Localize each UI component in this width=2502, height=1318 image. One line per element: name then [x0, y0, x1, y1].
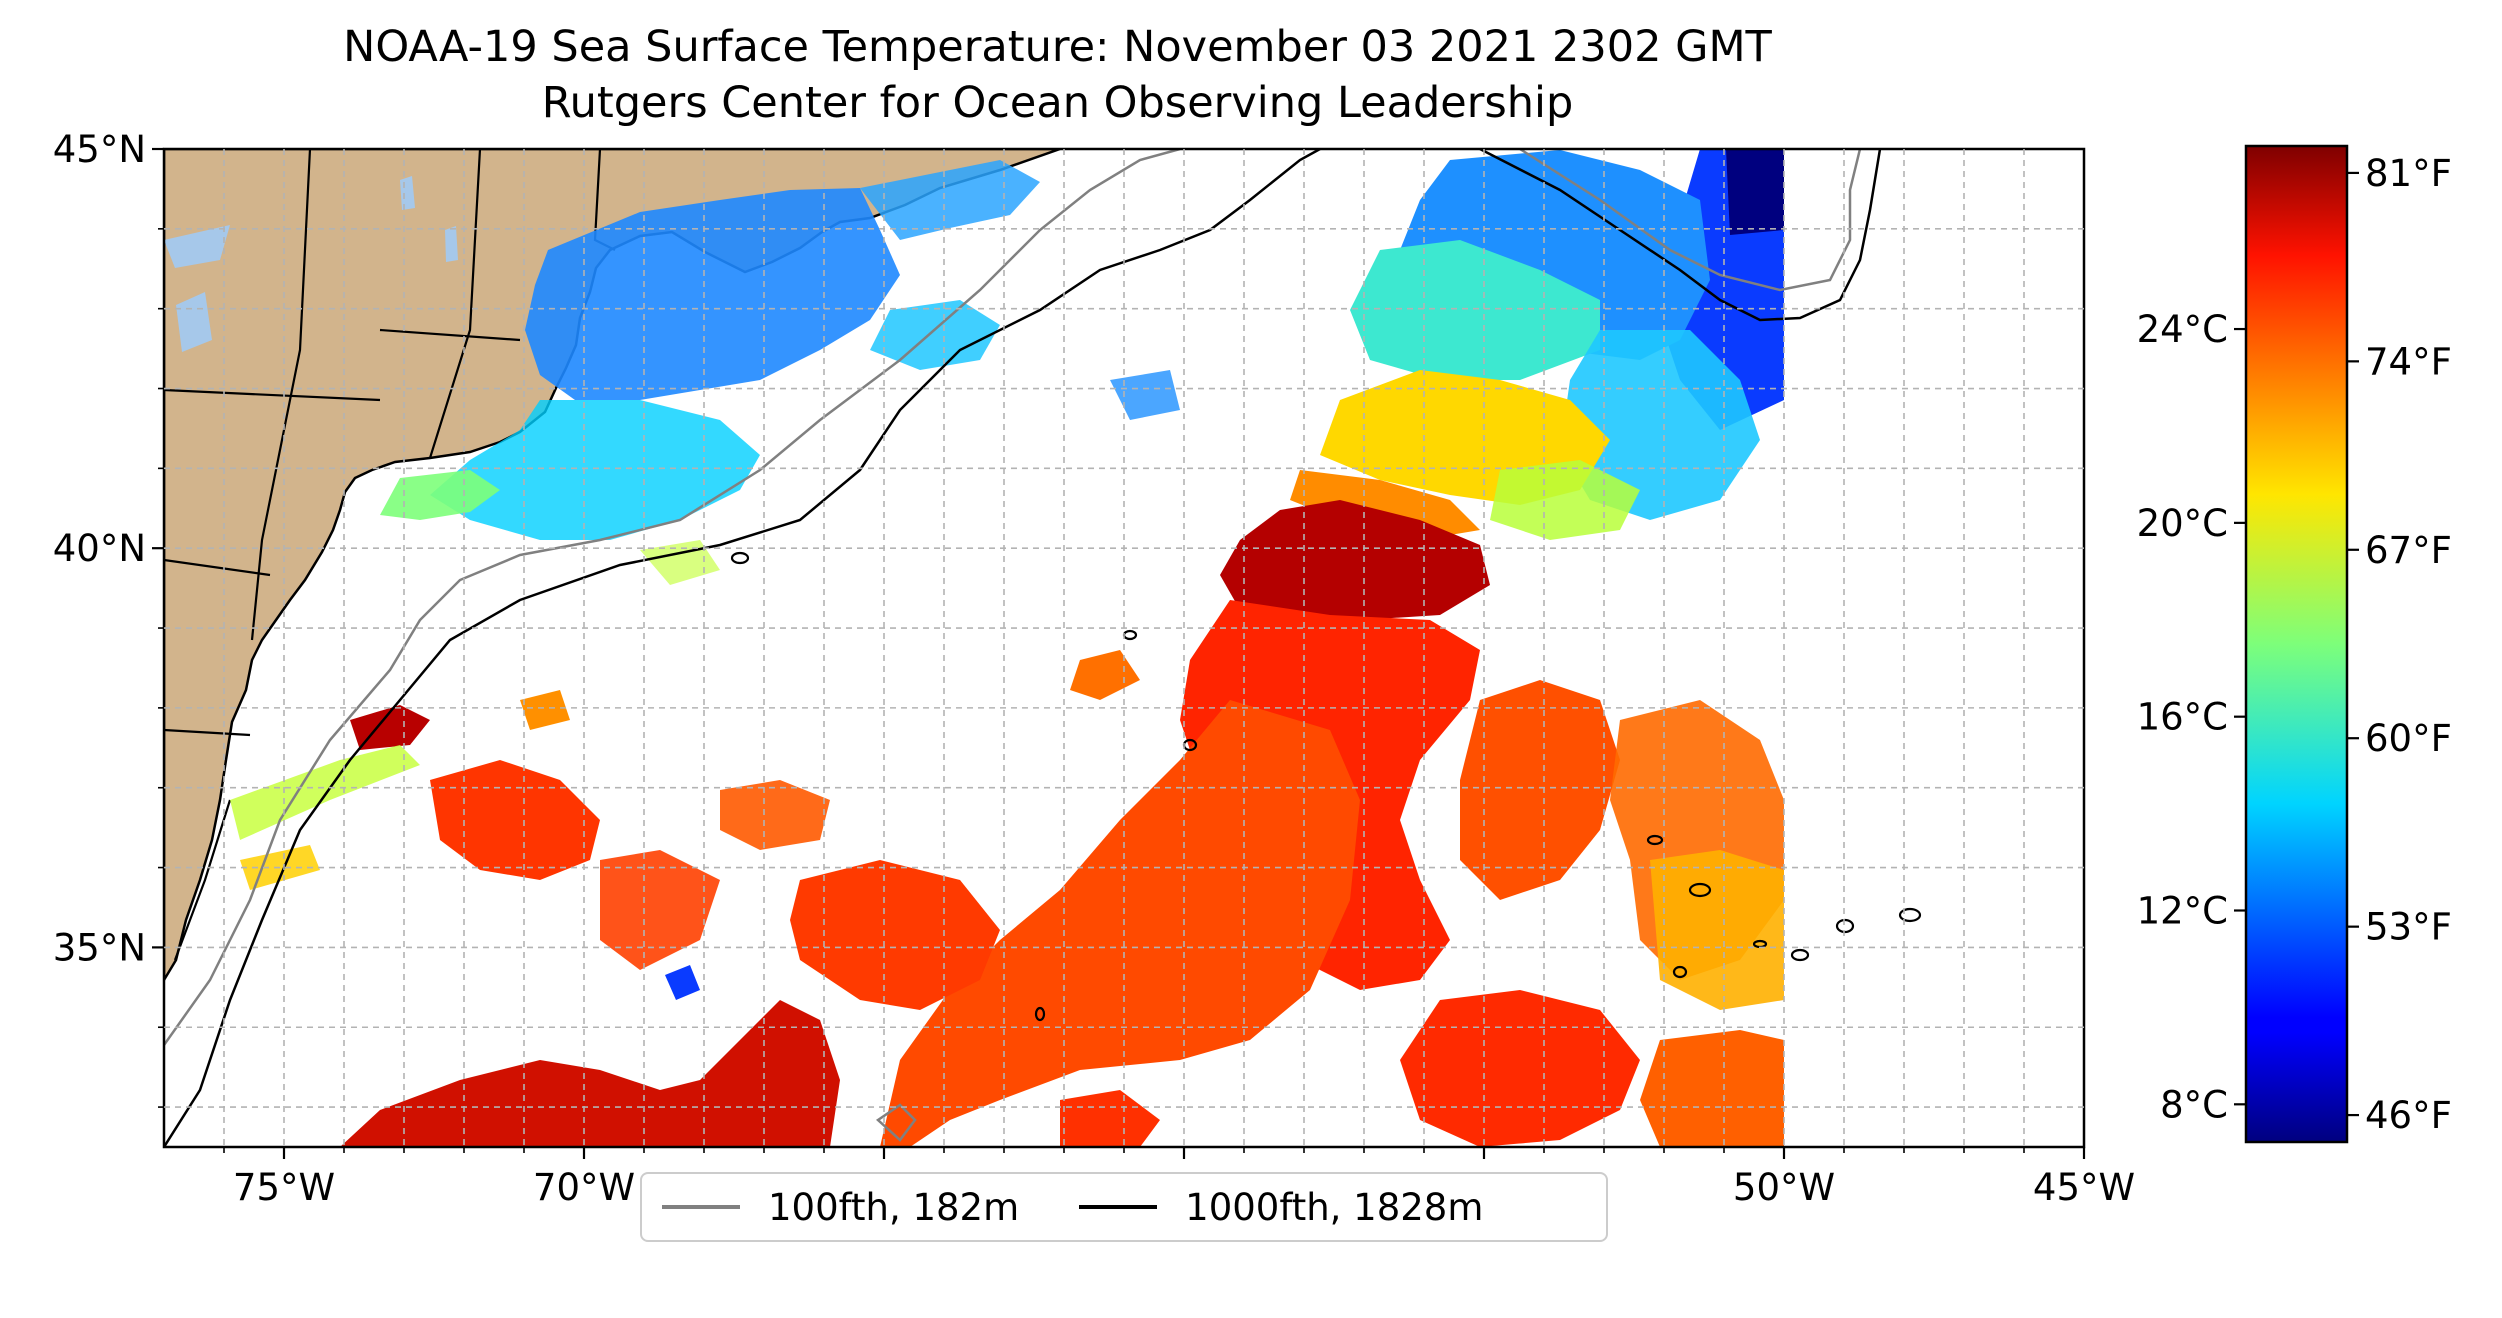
legend-label: 1000fth, 1828m: [1185, 1185, 1484, 1229]
isobath-1000fth: [164, 149, 1321, 1147]
latitude-axis: 45°N 40°N 35°N: [53, 128, 164, 1108]
gridlines: [164, 149, 2084, 1147]
colorbar-celsius-axis: 24°C 20°C 16°C 12°C 8°C: [2137, 308, 2246, 1126]
lon-tick-label: 70°W: [533, 1166, 635, 1209]
map-title: NOAA-19 Sea Surface Temperature: Novembe…: [343, 22, 1772, 72]
sst-patch: [380, 470, 500, 520]
sst-patch: [350, 705, 430, 750]
sst-patch: [1560, 330, 1760, 520]
seamounts: [730, 551, 1922, 1022]
sst-patch: [600, 850, 720, 970]
legend-item-1000fth: 1000fth, 1828m: [1079, 1186, 1483, 1229]
sst-patch: [340, 1000, 840, 1147]
map-area: [164, 149, 2084, 1147]
sst-patch: [1060, 1090, 1160, 1147]
isobath-100fth: [164, 149, 1181, 1046]
lat-tick-label: 40°N: [53, 527, 146, 570]
sst-patch: [430, 400, 760, 540]
sst-patch: [1110, 370, 1180, 420]
lake-shape: [164, 225, 230, 268]
colorbar-f-label: 46°F: [2365, 1094, 2452, 1137]
legend-item-100fth: 100fth, 182m: [662, 1186, 1019, 1229]
sst-patch: [230, 745, 420, 840]
sst-patch: [1350, 240, 1600, 380]
colorbar-c-label: 20°C: [2137, 502, 2228, 545]
sst-patch: [880, 700, 1360, 1147]
colorbar-f-label: 74°F: [2365, 340, 2452, 383]
colorbar-c-label: 24°C: [2137, 308, 2228, 351]
map-subtitle: Rutgers Center for Ocean Observing Leade…: [541, 78, 1574, 128]
sst-patch: [1726, 149, 1784, 235]
sst-patch: [1640, 1030, 1784, 1147]
legend-line-black: [1079, 1205, 1158, 1209]
lon-tick-label: 50°W: [1733, 1166, 1835, 1209]
lake-shape: [176, 292, 212, 352]
sst-patch: [1220, 500, 1490, 620]
isobath-100fth: [1519, 149, 1862, 292]
colorbar-f-label: 60°F: [2365, 717, 2452, 760]
sst-patch: [1290, 470, 1480, 540]
sst-patch: [520, 690, 570, 730]
sst-patch: [525, 188, 900, 400]
lat-tick-label: 35°N: [53, 926, 146, 969]
legend-label: 100fth, 182m: [768, 1185, 1020, 1229]
sst-data: [230, 149, 1784, 1147]
sst-patch: [1650, 850, 1784, 1010]
legend-line-gray: [662, 1205, 740, 1209]
isobath-100fth: [875, 1103, 917, 1142]
colorbar-c-label: 8°C: [2160, 1083, 2228, 1126]
isobath-1000fth: [1479, 149, 1882, 322]
sst-patch: [720, 780, 830, 850]
sst-patch: [1490, 460, 1640, 540]
sst-patch: [1070, 650, 1140, 700]
colorbar-f-label: 53°F: [2365, 906, 2452, 949]
sst-patch: [430, 760, 600, 880]
lon-tick-label: 75°W: [233, 1166, 335, 1209]
legend: 100fth, 182m 1000fth, 1828m: [640, 1172, 1608, 1242]
colorbar-fahrenheit-axis: 81°F 74°F 67°F 60°F 53°F 46°F: [2347, 152, 2452, 1137]
sst-patch: [790, 860, 1000, 1010]
sst-patch: [870, 300, 1000, 370]
sst-patch: [665, 965, 700, 1000]
colorbar-f-label: 67°F: [2365, 529, 2452, 572]
sst-patch: [860, 160, 1040, 240]
colorbar-c-label: 16°C: [2137, 696, 2228, 739]
colorbar-f-label: 81°F: [2365, 152, 2452, 195]
sst-patch: [1400, 990, 1640, 1147]
colorbar-c-label: 12°C: [2137, 889, 2228, 932]
lat-tick-label: 45°N: [53, 128, 146, 171]
sst-patch: [640, 540, 720, 585]
lon-tick-label: 45°W: [2033, 1166, 2135, 1209]
colorbar: [2244, 144, 2349, 1144]
sst-patch: [1460, 680, 1620, 900]
lake-shape: [445, 226, 458, 262]
